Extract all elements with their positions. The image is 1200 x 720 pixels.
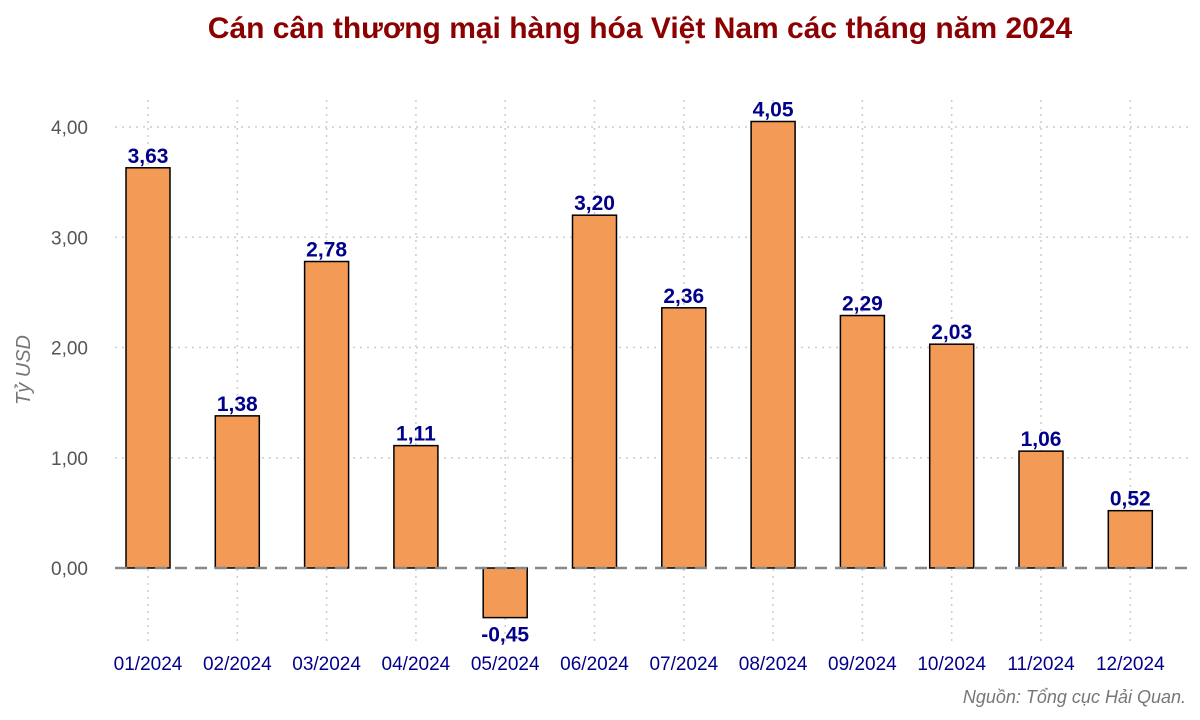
value-labels: 3,63 1,38 2,78 1,11 -0,45 3,20 2,36 4,05 2,29 2,0… xyxy=(128,98,1151,646)
x-axis: 01/2024 02/2024 03/2024 04/2024 05/2024 06/20… xyxy=(114,654,1165,675)
value-label: 3,63 xyxy=(128,145,169,168)
value-label: 3,20 xyxy=(574,192,615,215)
bar-09/2024 xyxy=(839,314,886,569)
chart-title: Cán cân thương mại hàng hóa Việt Nam các… xyxy=(208,12,1073,45)
value-label: 2,36 xyxy=(663,285,704,308)
bars xyxy=(115,120,1190,619)
value-label: 1,38 xyxy=(217,393,258,416)
value-label: 2,78 xyxy=(306,239,347,262)
x-tick-label: 10/2024 xyxy=(917,654,986,675)
y-axis: 0,00 1,00 2,00 3,00 4,00 xyxy=(51,118,88,580)
x-tick-label: 04/2024 xyxy=(382,654,451,675)
y-tick-label: 2,00 xyxy=(51,339,88,360)
y-tick-label: 4,00 xyxy=(51,118,88,139)
bar-11/2024 xyxy=(1018,450,1064,569)
bar-08/2024 xyxy=(750,120,796,569)
y-axis-label: Tỷ USD xyxy=(13,335,35,405)
bar-03/2024 xyxy=(303,260,350,569)
value-label: 0,52 xyxy=(1110,488,1151,511)
x-tick-label: 11/2024 xyxy=(1007,654,1075,675)
value-label: -0,45 xyxy=(481,624,529,647)
bar-02/2024 xyxy=(214,415,261,569)
value-label: 4,05 xyxy=(753,98,794,121)
x-tick-label: 12/2024 xyxy=(1096,654,1165,675)
bar-04/2024 xyxy=(393,444,439,569)
y-tick-label: 0,00 xyxy=(51,559,88,580)
value-label: 1,11 xyxy=(396,423,436,446)
x-tick-label: 09/2024 xyxy=(828,654,897,675)
value-label: 2,03 xyxy=(931,321,972,344)
source-note: Nguồn: Tổng cục Hải Quan. xyxy=(963,687,1186,707)
bar-01/2024 xyxy=(125,167,171,569)
x-tick-label: 02/2024 xyxy=(203,654,272,675)
y-tick-label: 1,00 xyxy=(51,449,88,470)
x-tick-label: 08/2024 xyxy=(739,654,808,675)
value-label: 1,06 xyxy=(1021,428,1062,451)
bar-05/2024 xyxy=(482,567,528,619)
y-tick-label: 3,00 xyxy=(51,228,88,249)
x-tick-label: 06/2024 xyxy=(560,654,629,675)
bar-12/2024 xyxy=(1107,509,1154,569)
bar-06/2024 xyxy=(571,214,618,569)
x-tick-label: 03/2024 xyxy=(292,654,361,675)
bar-07/2024 xyxy=(661,307,707,569)
x-tick-label: 01/2024 xyxy=(114,654,183,675)
value-label: 2,29 xyxy=(842,293,883,316)
bar-10/2024 xyxy=(928,343,975,569)
x-tick-label: 05/2024 xyxy=(471,654,540,675)
x-tick-label: 07/2024 xyxy=(649,654,718,675)
